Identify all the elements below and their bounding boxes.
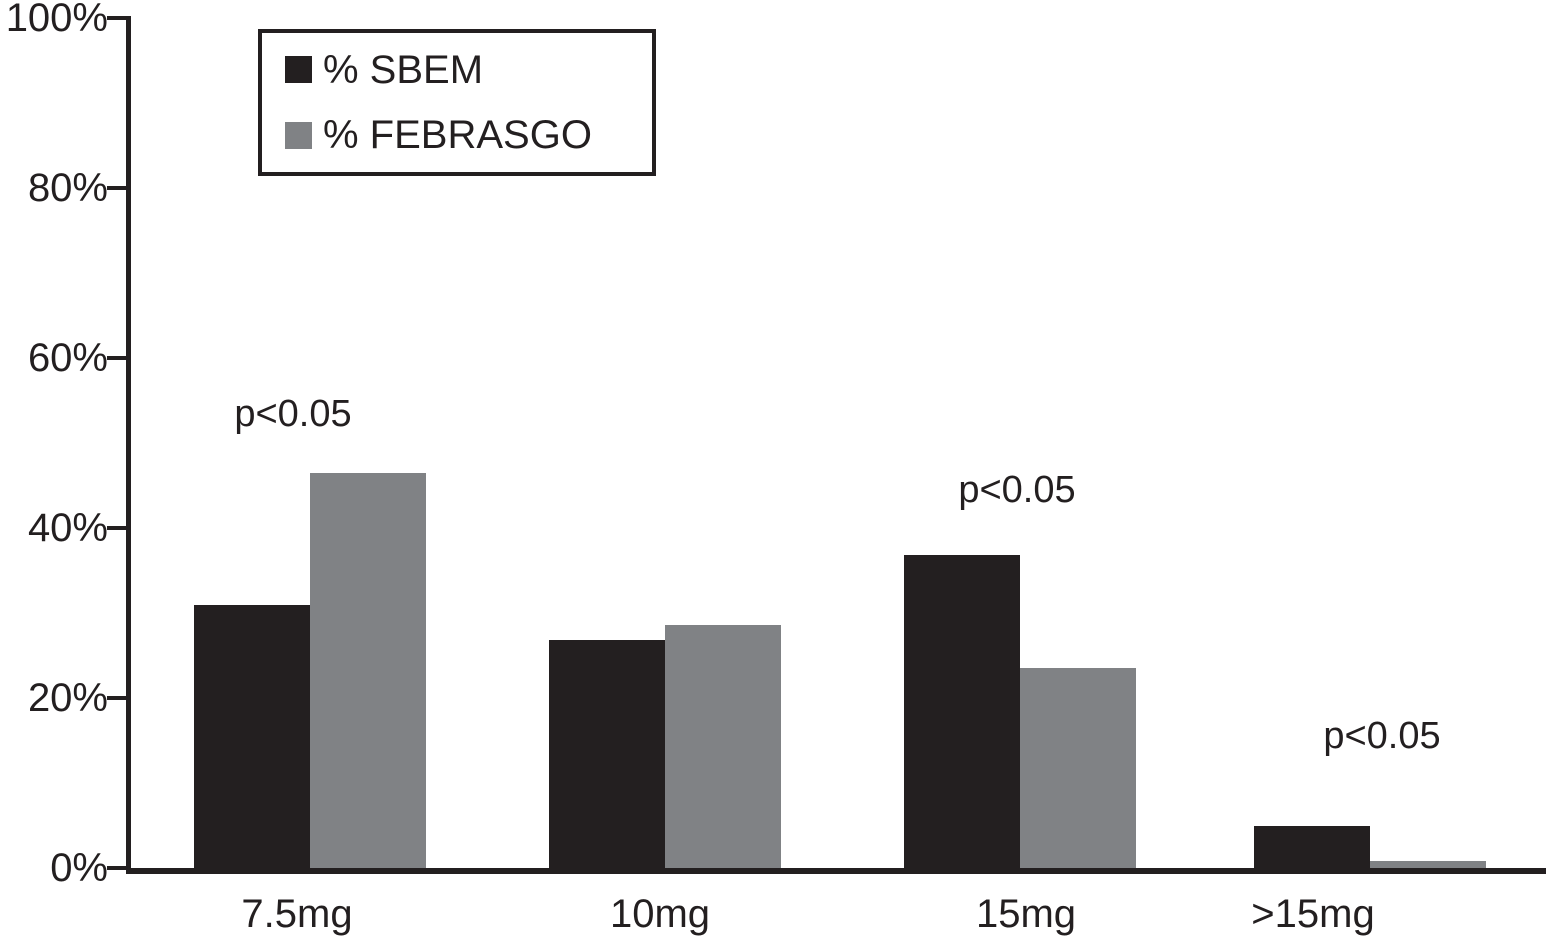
x-axis-label->15mg: >15mg: [1251, 892, 1375, 936]
x-axis-label-10mg: 10mg: [609, 892, 711, 936]
significance-annotation: p<0.05: [234, 393, 352, 435]
bar-febrasgo->15mg: [1370, 861, 1486, 868]
bar-febrasgo-10mg: [665, 624, 781, 868]
y-axis-tick-label: 80%: [27, 166, 108, 210]
bar-sbem->15mg: [1254, 826, 1370, 868]
legend-swatch-sbem: [285, 56, 312, 84]
significance-annotation: p<0.05: [1323, 715, 1441, 757]
y-axis-tick: [107, 866, 126, 870]
bar-sbem-7.5mg: [194, 604, 310, 868]
y-axis-tick: [107, 526, 126, 530]
y-axis-tick-label: 60%: [27, 336, 108, 380]
y-axis-line: [126, 16, 131, 874]
legend-swatch-febrasgo: [285, 121, 312, 149]
legend-label-sbem: % SBEM: [323, 47, 484, 92]
bar-sbem-15mg: [904, 555, 1020, 868]
legend-item-febrasgo: % FEBRASGO: [285, 113, 652, 157]
y-axis-tick-label: 20%: [27, 676, 108, 720]
bar-febrasgo-15mg: [1020, 668, 1136, 868]
significance-annotation: p<0.05: [958, 469, 1076, 511]
x-axis-label-15mg: 15mg: [975, 892, 1077, 936]
legend: % SBEM % FEBRASGO: [258, 29, 656, 176]
x-axis-line: [126, 868, 1546, 874]
y-axis-tick: [107, 696, 126, 700]
legend-item-sbem: % SBEM: [285, 48, 652, 92]
y-axis-tick: [107, 186, 126, 190]
bar-sbem-10mg: [549, 640, 665, 868]
y-axis-tick-label: 0%: [50, 846, 108, 890]
bar-febrasgo-7.5mg: [310, 472, 426, 868]
y-axis-tick-label: 100%: [5, 0, 108, 40]
x-axis-label-7.5mg: 7.5mg: [241, 892, 353, 936]
y-axis-tick: [107, 16, 126, 20]
y-axis-tick: [107, 356, 126, 360]
y-axis-tick-label: 40%: [27, 506, 108, 550]
legend-label-febrasgo: % FEBRASGO: [323, 113, 592, 158]
